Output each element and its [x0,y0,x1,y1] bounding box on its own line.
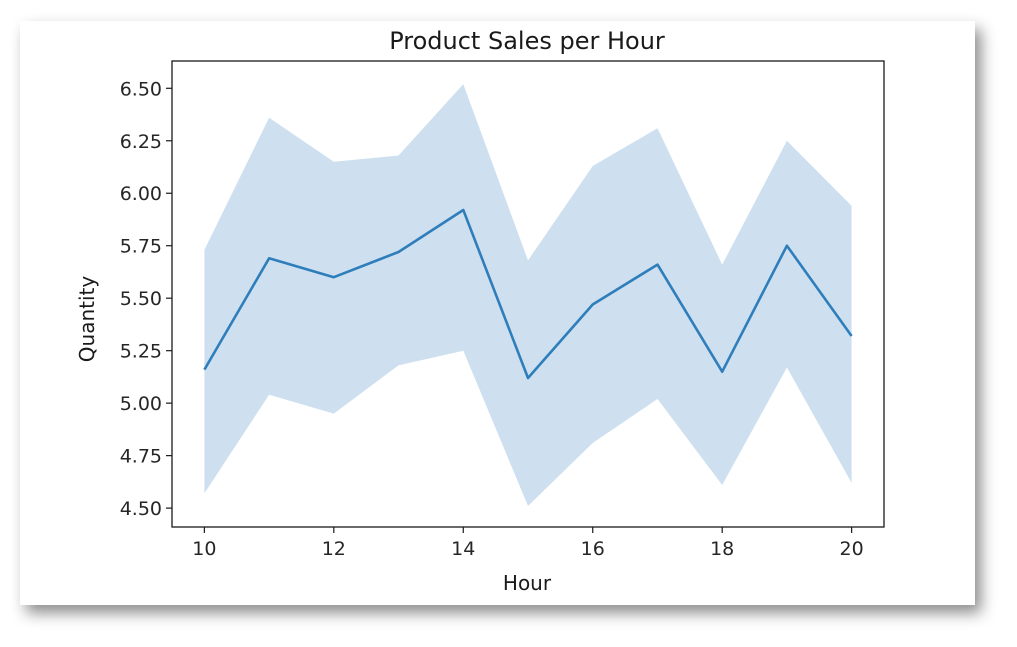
y-tick-label: 5.25 [120,341,162,363]
chart-card: Product Sales per Hour 10 12 14 16 18 20 4.50… [20,21,975,605]
x-tick-label: 16 [581,538,605,560]
x-tick-label: 14 [451,538,475,560]
y-tick-label: 4.75 [120,446,162,468]
y-axis-ticks: 4.50 4.75 5.00 5.25 5.50 5.75 6.00 6.25 6.50 [120,78,172,520]
y-tick-label: 6.50 [120,78,162,100]
chart-title: Product Sales per Hour [389,27,665,55]
line-chart: Product Sales per Hour 10 12 14 16 18 20 4.50… [75,27,885,595]
x-tick-label: 18 [710,538,734,560]
x-axis-title: Hour [503,571,552,595]
x-tick-label: 12 [322,538,346,560]
y-tick-label: 4.50 [120,498,162,520]
y-tick-label: 6.00 [120,183,162,205]
x-axis-ticks: 10 12 14 16 18 20 [192,527,864,560]
confidence-band-layer [204,84,852,506]
y-tick-label: 5.50 [120,288,162,310]
plot-frame [171,60,885,528]
series-line-layer [203,208,853,380]
x-tick-label: 20 [840,538,864,560]
x-tick-label: 10 [192,538,216,560]
y-tick-label: 6.25 [120,131,162,153]
y-tick-label: 5.75 [120,236,162,258]
y-axis-title: Quantity [75,276,99,363]
confidence-band [204,84,852,506]
y-tick-label: 5.00 [120,393,162,415]
